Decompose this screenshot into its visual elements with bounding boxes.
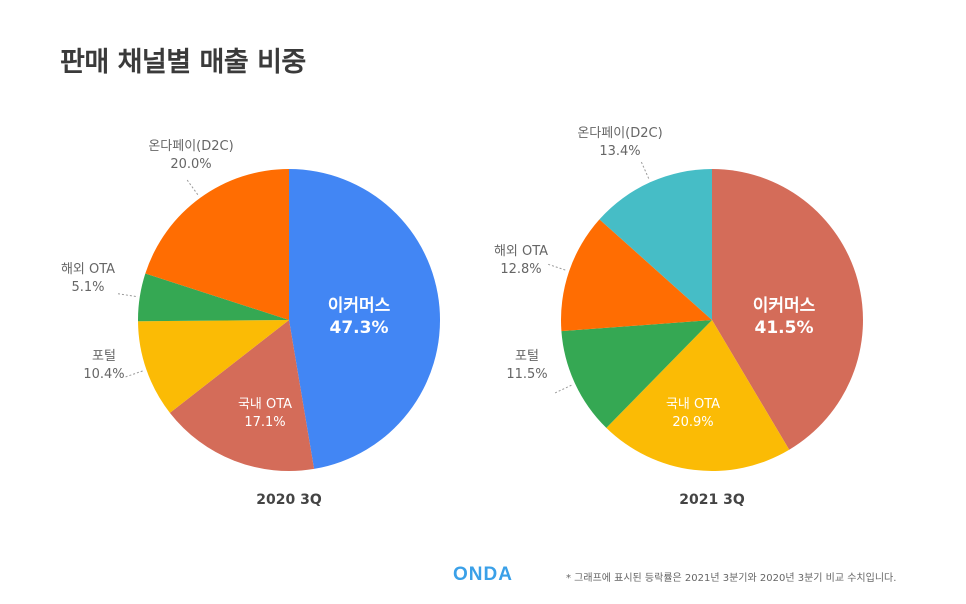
leader-line-2020-3q-2 — [125, 369, 145, 378]
slice-label-2021-3q-4: 온다페이(D2C) — [577, 126, 662, 141]
slice-label-2021-3q-3: 해외 OTA — [494, 244, 548, 259]
slice-value-2021-3q-0: 41.5% — [755, 318, 814, 338]
leader-line-2021-3q-3 — [548, 263, 568, 272]
slice-value-2021-3q-1: 20.9% — [672, 415, 713, 430]
brand-logo: ONDA — [453, 564, 513, 585]
pie-slice-2021-3q-0 — [712, 169, 863, 450]
slice-label-2020-3q-4: 온다페이(D2C) — [148, 139, 233, 154]
leader-line-2020-3q-3 — [117, 293, 138, 298]
pie-slice-2020-3q-4 — [145, 169, 289, 320]
slice-value-2020-3q-3: 5.1% — [71, 280, 104, 295]
pie-slice-2020-3q-0 — [289, 169, 441, 469]
slice-value-2021-3q-3: 12.8% — [500, 262, 541, 277]
slice-label-2020-3q-3: 해외 OTA — [61, 262, 115, 277]
chart-title-2021-3q: 2021 3Q — [679, 492, 745, 508]
slice-value-2021-3q-2: 11.5% — [506, 367, 547, 382]
leader-line-2021-3q-4 — [640, 161, 650, 181]
slice-label-2021-3q-1: 국내 OTA — [666, 397, 720, 412]
pie-slice-2020-3q-2 — [138, 320, 289, 413]
slice-value-2020-3q-2: 10.4% — [83, 367, 124, 382]
pie-slice-2021-3q-2 — [561, 320, 712, 428]
slice-label-2021-3q-2: 포털 — [515, 349, 539, 364]
page-title: 판매 채널별 매출 비중 — [60, 47, 306, 78]
slice-value-2021-3q-4: 13.4% — [599, 144, 640, 159]
pie-slice-2021-3q-4 — [599, 169, 712, 320]
pie-slice-2020-3q-1 — [169, 320, 315, 472]
slice-value-2020-3q-4: 20.0% — [170, 157, 211, 172]
pie-slice-2020-3q-3 — [137, 273, 289, 322]
pie-slice-2021-3q-1 — [606, 320, 790, 471]
slice-label-2020-3q-0: 이커머스 — [328, 296, 391, 316]
leader-line-2020-3q-4 — [186, 179, 200, 197]
footnote: * 그래프에 표시된 등락률은 2021년 3분기와 2020년 3분기 비교 … — [566, 573, 897, 584]
slice-value-2020-3q-0: 47.3% — [330, 318, 389, 338]
chart-title-2020-3q: 2020 3Q — [256, 492, 322, 508]
slice-label-2021-3q-0: 이커머스 — [753, 296, 816, 316]
leader-line-2021-3q-2 — [554, 383, 574, 394]
slice-label-2020-3q-1: 국내 OTA — [238, 397, 292, 412]
slice-label-2020-3q-2: 포털 — [92, 349, 116, 364]
pie-slice-2021-3q-3 — [560, 219, 712, 332]
slice-value-2020-3q-1: 17.1% — [244, 415, 285, 430]
